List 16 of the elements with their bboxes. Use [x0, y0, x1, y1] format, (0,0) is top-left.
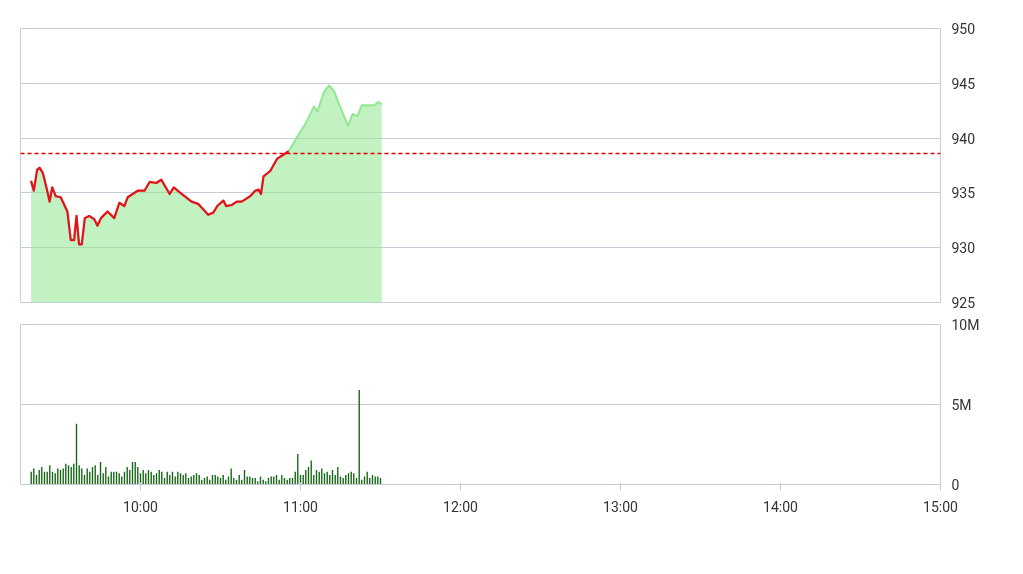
y-tick-label: 930	[951, 240, 976, 257]
y-tick-label: 945	[951, 75, 976, 92]
x-tick-label: 11:00	[283, 498, 319, 515]
y-tick-label: 925	[951, 295, 976, 311]
y-tick-label: 950	[951, 21, 976, 37]
x-tick-label: 14:00	[763, 498, 799, 515]
x-tick-label: 15:00	[923, 498, 959, 515]
y-tick-label: 0	[951, 476, 960, 493]
y-tick-label: 940	[951, 130, 976, 147]
y-tick-label: 935	[951, 185, 976, 202]
y-tick-label: 10M	[951, 316, 980, 333]
y-tick-label: 5M	[951, 396, 972, 413]
x-tick-label: 13:00	[603, 498, 639, 515]
line-series	[29, 150, 290, 246]
x-tick-label: 12:00	[443, 498, 479, 515]
x-tick-label: 10:00	[123, 498, 159, 515]
